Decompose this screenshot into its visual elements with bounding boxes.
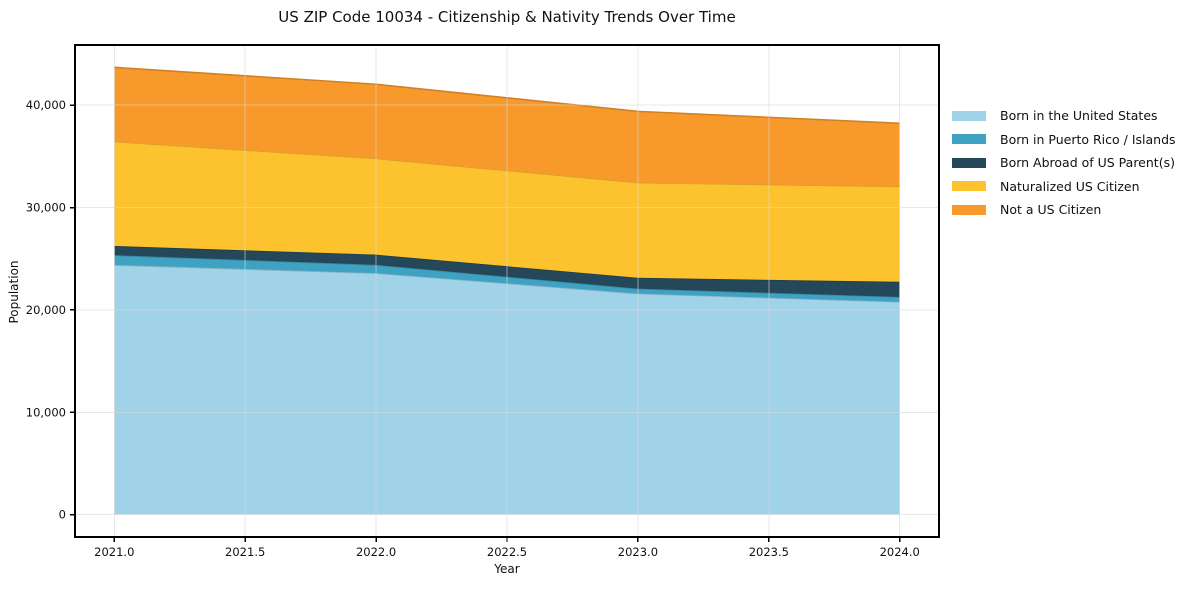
x-tick-label: 2024.0 bbox=[880, 545, 920, 559]
y-tick-label: 40,000 bbox=[26, 98, 66, 112]
y-tick-label: 20,000 bbox=[26, 303, 66, 317]
legend-item: Naturalized US Citizen bbox=[952, 175, 1176, 199]
y-tick-label: 10,000 bbox=[26, 405, 66, 419]
legend: Born in the United States Born in Puerto … bbox=[952, 104, 1176, 222]
legend-label: Naturalized US Citizen bbox=[1000, 178, 1140, 194]
x-tick-label: 2022.5 bbox=[487, 545, 527, 559]
legend-swatch-icon bbox=[952, 181, 986, 192]
legend-label: Not a US Citizen bbox=[1000, 202, 1102, 218]
x-tick-label: 2023.0 bbox=[618, 545, 658, 559]
x-tick-label: 2022.0 bbox=[356, 545, 396, 559]
legend-swatch-icon bbox=[952, 110, 986, 121]
legend-label: Born in Puerto Rico / Islands bbox=[1000, 131, 1176, 147]
x-tick-label: 2023.5 bbox=[749, 545, 789, 559]
legend-swatch-icon bbox=[952, 157, 986, 168]
legend-label: Born in the United States bbox=[1000, 108, 1158, 124]
legend-swatch-icon bbox=[952, 134, 986, 145]
y-tick-label: 30,000 bbox=[26, 201, 66, 215]
legend-item: Born in Puerto Rico / Islands bbox=[952, 128, 1176, 152]
y-tick-label: 0 bbox=[59, 508, 66, 522]
legend-item: Not a US Citizen bbox=[952, 198, 1176, 222]
legend-swatch-icon bbox=[952, 204, 986, 215]
x-axis-label: Year bbox=[494, 562, 520, 576]
legend-label: Born Abroad of US Parent(s) bbox=[1000, 155, 1175, 171]
x-tick-label: 2021.5 bbox=[225, 545, 265, 559]
chart-title: US ZIP Code 10034 - Citizenship & Nativi… bbox=[278, 8, 736, 26]
legend-item: Born Abroad of US Parent(s) bbox=[952, 151, 1176, 175]
tick-marks bbox=[70, 104, 901, 542]
tick-labels: 2021.0 2021.5 2022.0 2022.5 2023.0 2023.5 2024… bbox=[26, 98, 920, 559]
x-tick-label: 2021.0 bbox=[94, 545, 134, 559]
legend-item: Born in the United States bbox=[952, 104, 1176, 128]
gridlines bbox=[75, 45, 939, 537]
